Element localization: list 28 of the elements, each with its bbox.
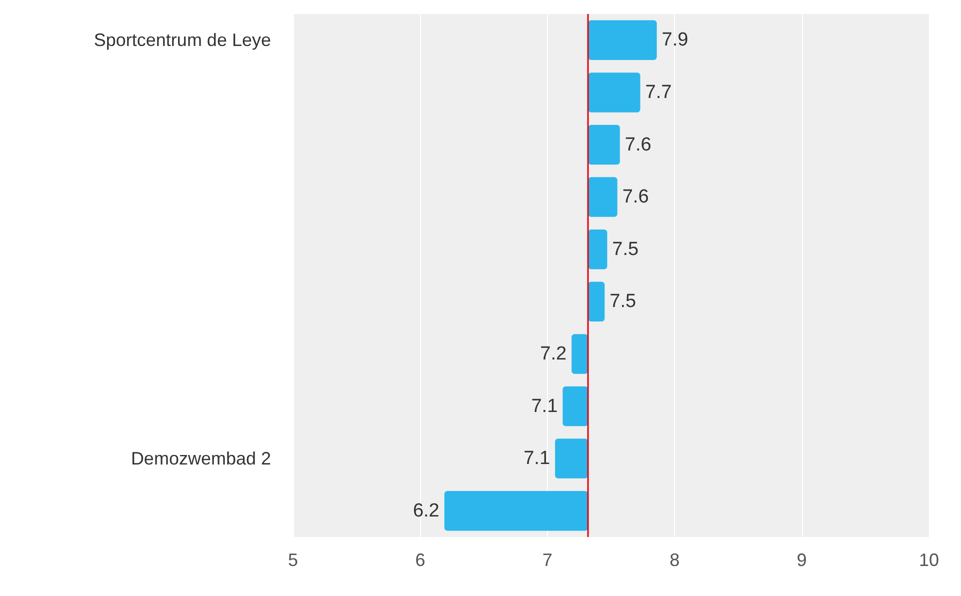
x-tick-label: 5 xyxy=(288,550,298,570)
x-tick-label: 10 xyxy=(918,550,940,570)
bar xyxy=(588,282,605,322)
bar xyxy=(588,177,618,217)
data-label: 7.1 xyxy=(524,448,550,470)
x-tick-label: 8 xyxy=(670,550,680,570)
data-label: 6.2 xyxy=(412,500,440,522)
bar xyxy=(588,229,608,270)
data-label: 7.2 xyxy=(540,343,567,364)
bar xyxy=(555,438,588,478)
data-label: 7.6 xyxy=(622,186,649,208)
bar xyxy=(588,20,657,60)
data-label: 7.9 xyxy=(662,30,688,51)
x-tick-label: 9 xyxy=(796,550,807,570)
x-tick-label: 7 xyxy=(542,550,552,570)
bar xyxy=(562,386,588,426)
x-tick-label: 6 xyxy=(415,550,426,570)
data-label: 7.5 xyxy=(610,291,636,312)
data-label: 7.1 xyxy=(531,396,558,417)
y-tick-label: Demozwembad 2 xyxy=(130,448,271,469)
data-label: 7.7 xyxy=(645,82,672,103)
bar xyxy=(588,72,640,112)
data-label: 7.5 xyxy=(612,238,639,260)
bar xyxy=(444,490,588,531)
data-label: 7.6 xyxy=(624,134,652,156)
bar xyxy=(572,334,588,374)
y-tick-label: Sportcentrum de Leye xyxy=(94,30,271,50)
bar xyxy=(588,124,620,165)
